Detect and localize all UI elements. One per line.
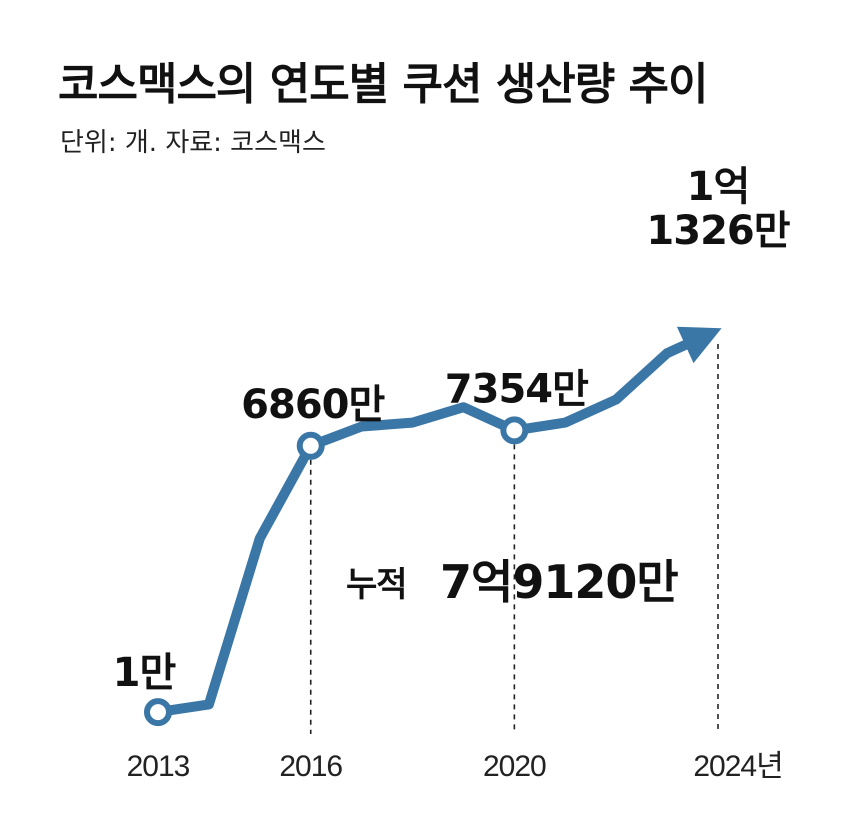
data-labels: 1만 6860만 7354만 1억 1326만	[113, 164, 792, 696]
total-label: 누적	[346, 565, 407, 605]
data-point-2016	[296, 431, 325, 460]
x-tick-2024: 2024년	[693, 750, 782, 783]
x-tick-2013: 2013	[127, 750, 190, 783]
x-tick-2016: 2016	[279, 750, 342, 783]
production-line	[153, 339, 691, 718]
data-label-2016: 6860만	[241, 382, 385, 428]
data-label-2024: 1억 1326만	[646, 164, 790, 254]
data-label-2013: 1만	[113, 650, 177, 696]
total-value: 7억9120만	[440, 555, 678, 609]
guide-lines	[309, 344, 719, 734]
x-tick-2020: 2020	[483, 750, 546, 783]
data-point-2013	[144, 698, 172, 727]
chart-subtitle: 단위: 개. 자료: 코스맥스	[60, 128, 326, 158]
arrow-head	[676, 326, 722, 364]
data-label-2020: 7354만	[445, 366, 589, 412]
data-point-2020	[500, 416, 529, 445]
chart-title: 코스맥스의 연도별 쿠션 생산량 추이	[58, 59, 708, 110]
x-axis-ticks: 2013 2016 2020 2024년	[127, 750, 784, 783]
data-markers	[144, 416, 529, 727]
